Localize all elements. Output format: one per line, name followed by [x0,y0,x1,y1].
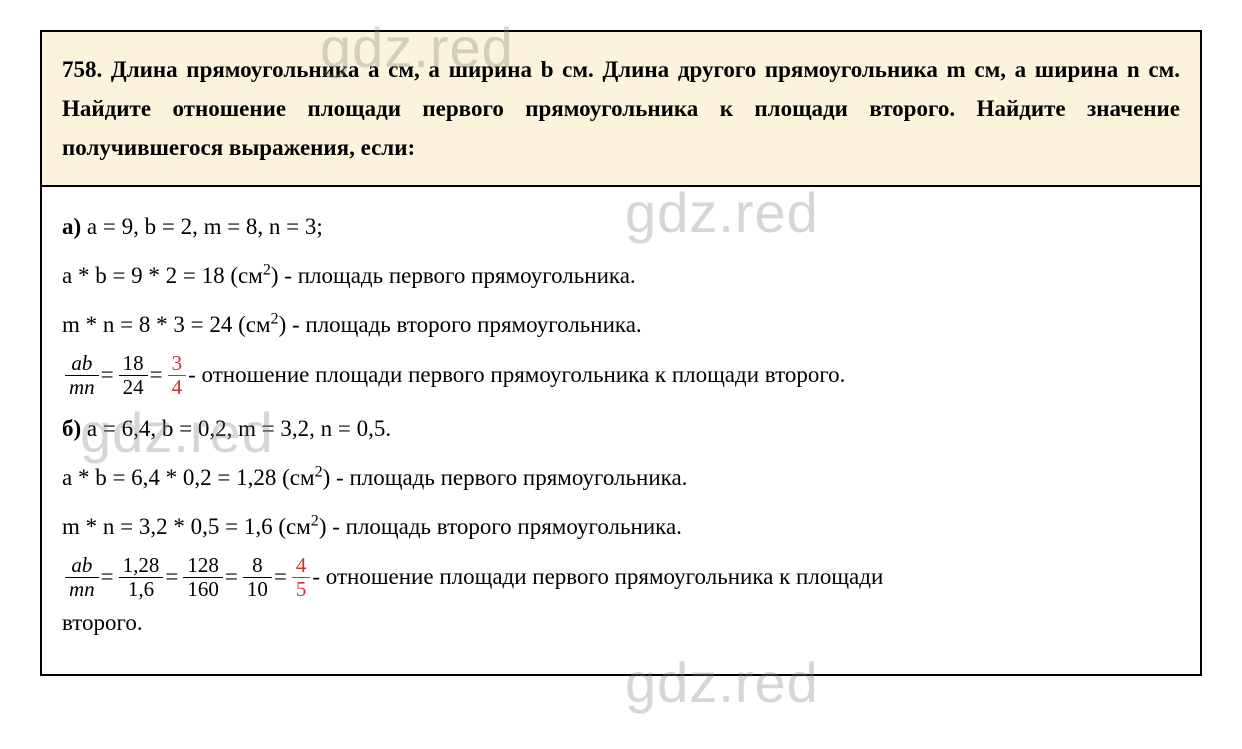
part-b-area1: a * b = 6,4 * 0,2 = 1,28 (см2) - площадь… [62,456,1180,501]
fraction-8-10: 8 10 [243,554,272,601]
equals: = [274,555,287,600]
part-a-area1: a * b = 9 * 2 = 18 (см2) - площадь перво… [62,254,1180,299]
problem-text: Длина прямоугольника a см, а ширина b см… [62,57,1180,160]
fraction-128-16: 1,28 1,6 [119,554,164,601]
numerator: 18 [119,352,148,376]
problem-statement: 758. Длина прямоугольника a см, а ширина… [42,32,1200,187]
part-a-values: a = 9, b = 2, m = 8, n = 3; [87,214,323,239]
problem-container: 758. Длина прямоугольника a см, а ширина… [40,30,1202,676]
area2-desc: ) - площадь второго прямоугольника. [279,312,642,337]
part-b-label: б) [62,416,81,441]
denominator: mn [65,376,99,399]
part-a-label: а) [62,214,81,239]
denominator: 4 [168,376,187,399]
equals: = [150,353,163,398]
equals: = [101,353,114,398]
area2-calc: m * n = 3,2 * 0,5 = 1,6 (см [62,514,311,539]
numerator: 8 [243,554,272,578]
denominator: 160 [183,578,223,601]
fraction-ab-mn: ab mn [65,554,99,601]
solution-body: а) a = 9, b = 2, m = 8, n = 3; a * b = 9… [42,187,1200,673]
part-a-area2: m * n = 8 * 3 = 24 (см2) - площадь второ… [62,303,1180,348]
numerator: ab [65,352,99,376]
squared: 2 [263,261,271,278]
part-a-given: а) a = 9, b = 2, m = 8, n = 3; [62,205,1180,250]
fraction-128-160: 128 160 [183,554,223,601]
numerator: ab [65,554,99,578]
equals: = [225,555,238,600]
numerator: 1,28 [119,554,164,578]
numerator: 128 [183,554,223,578]
squared: 2 [271,310,279,327]
part-b-given: б) a = 6,4, b = 0,2, m = 3,2, n = 0,5. [62,407,1180,452]
part-b-values: a = 6,4, b = 0,2, m = 3,2, n = 0,5. [87,416,391,441]
fraction-answer: 3 4 [168,352,187,399]
part-b-area2: m * n = 3,2 * 0,5 = 1,6 (см2) - площадь … [62,505,1180,550]
area2-desc: ) - площадь второго прямоугольника. [319,514,682,539]
ratio-description-part1: - отношение площади первого прямоугольни… [312,555,883,600]
denominator: 5 [292,578,311,601]
fraction-18-24: 18 24 [119,352,148,399]
fraction-answer: 4 5 [292,554,311,601]
area1-calc: a * b = 9 * 2 = 18 (см [62,263,263,288]
denominator: 10 [243,578,272,601]
equals: = [101,555,114,600]
squared: 2 [311,512,319,529]
equals: = [165,555,178,600]
area1-desc: ) - площадь первого прямоугольника. [271,263,636,288]
numerator: 4 [292,554,311,578]
problem-number: 758. [62,57,102,82]
ratio-description: - отношение площади первого прямоугольни… [188,353,845,398]
denominator: 1,6 [119,578,164,601]
ratio-description-part2: второго. [62,601,1180,646]
denominator: mn [65,578,99,601]
area1-calc: a * b = 6,4 * 0,2 = 1,28 (см [62,465,315,490]
numerator: 3 [168,352,187,376]
squared: 2 [315,463,323,480]
part-a-ratio: ab mn = 18 24 = 3 4 - отношение площади … [62,352,1180,399]
fraction-ab-mn: ab mn [65,352,99,399]
denominator: 24 [119,376,148,399]
area2-calc: m * n = 8 * 3 = 24 (см [62,312,271,337]
part-b-ratio: ab mn = 1,28 1,6 = 128 160 = 8 10 = 4 5 [62,554,1180,601]
area1-desc: ) - площадь первого прямоугольника. [323,465,688,490]
